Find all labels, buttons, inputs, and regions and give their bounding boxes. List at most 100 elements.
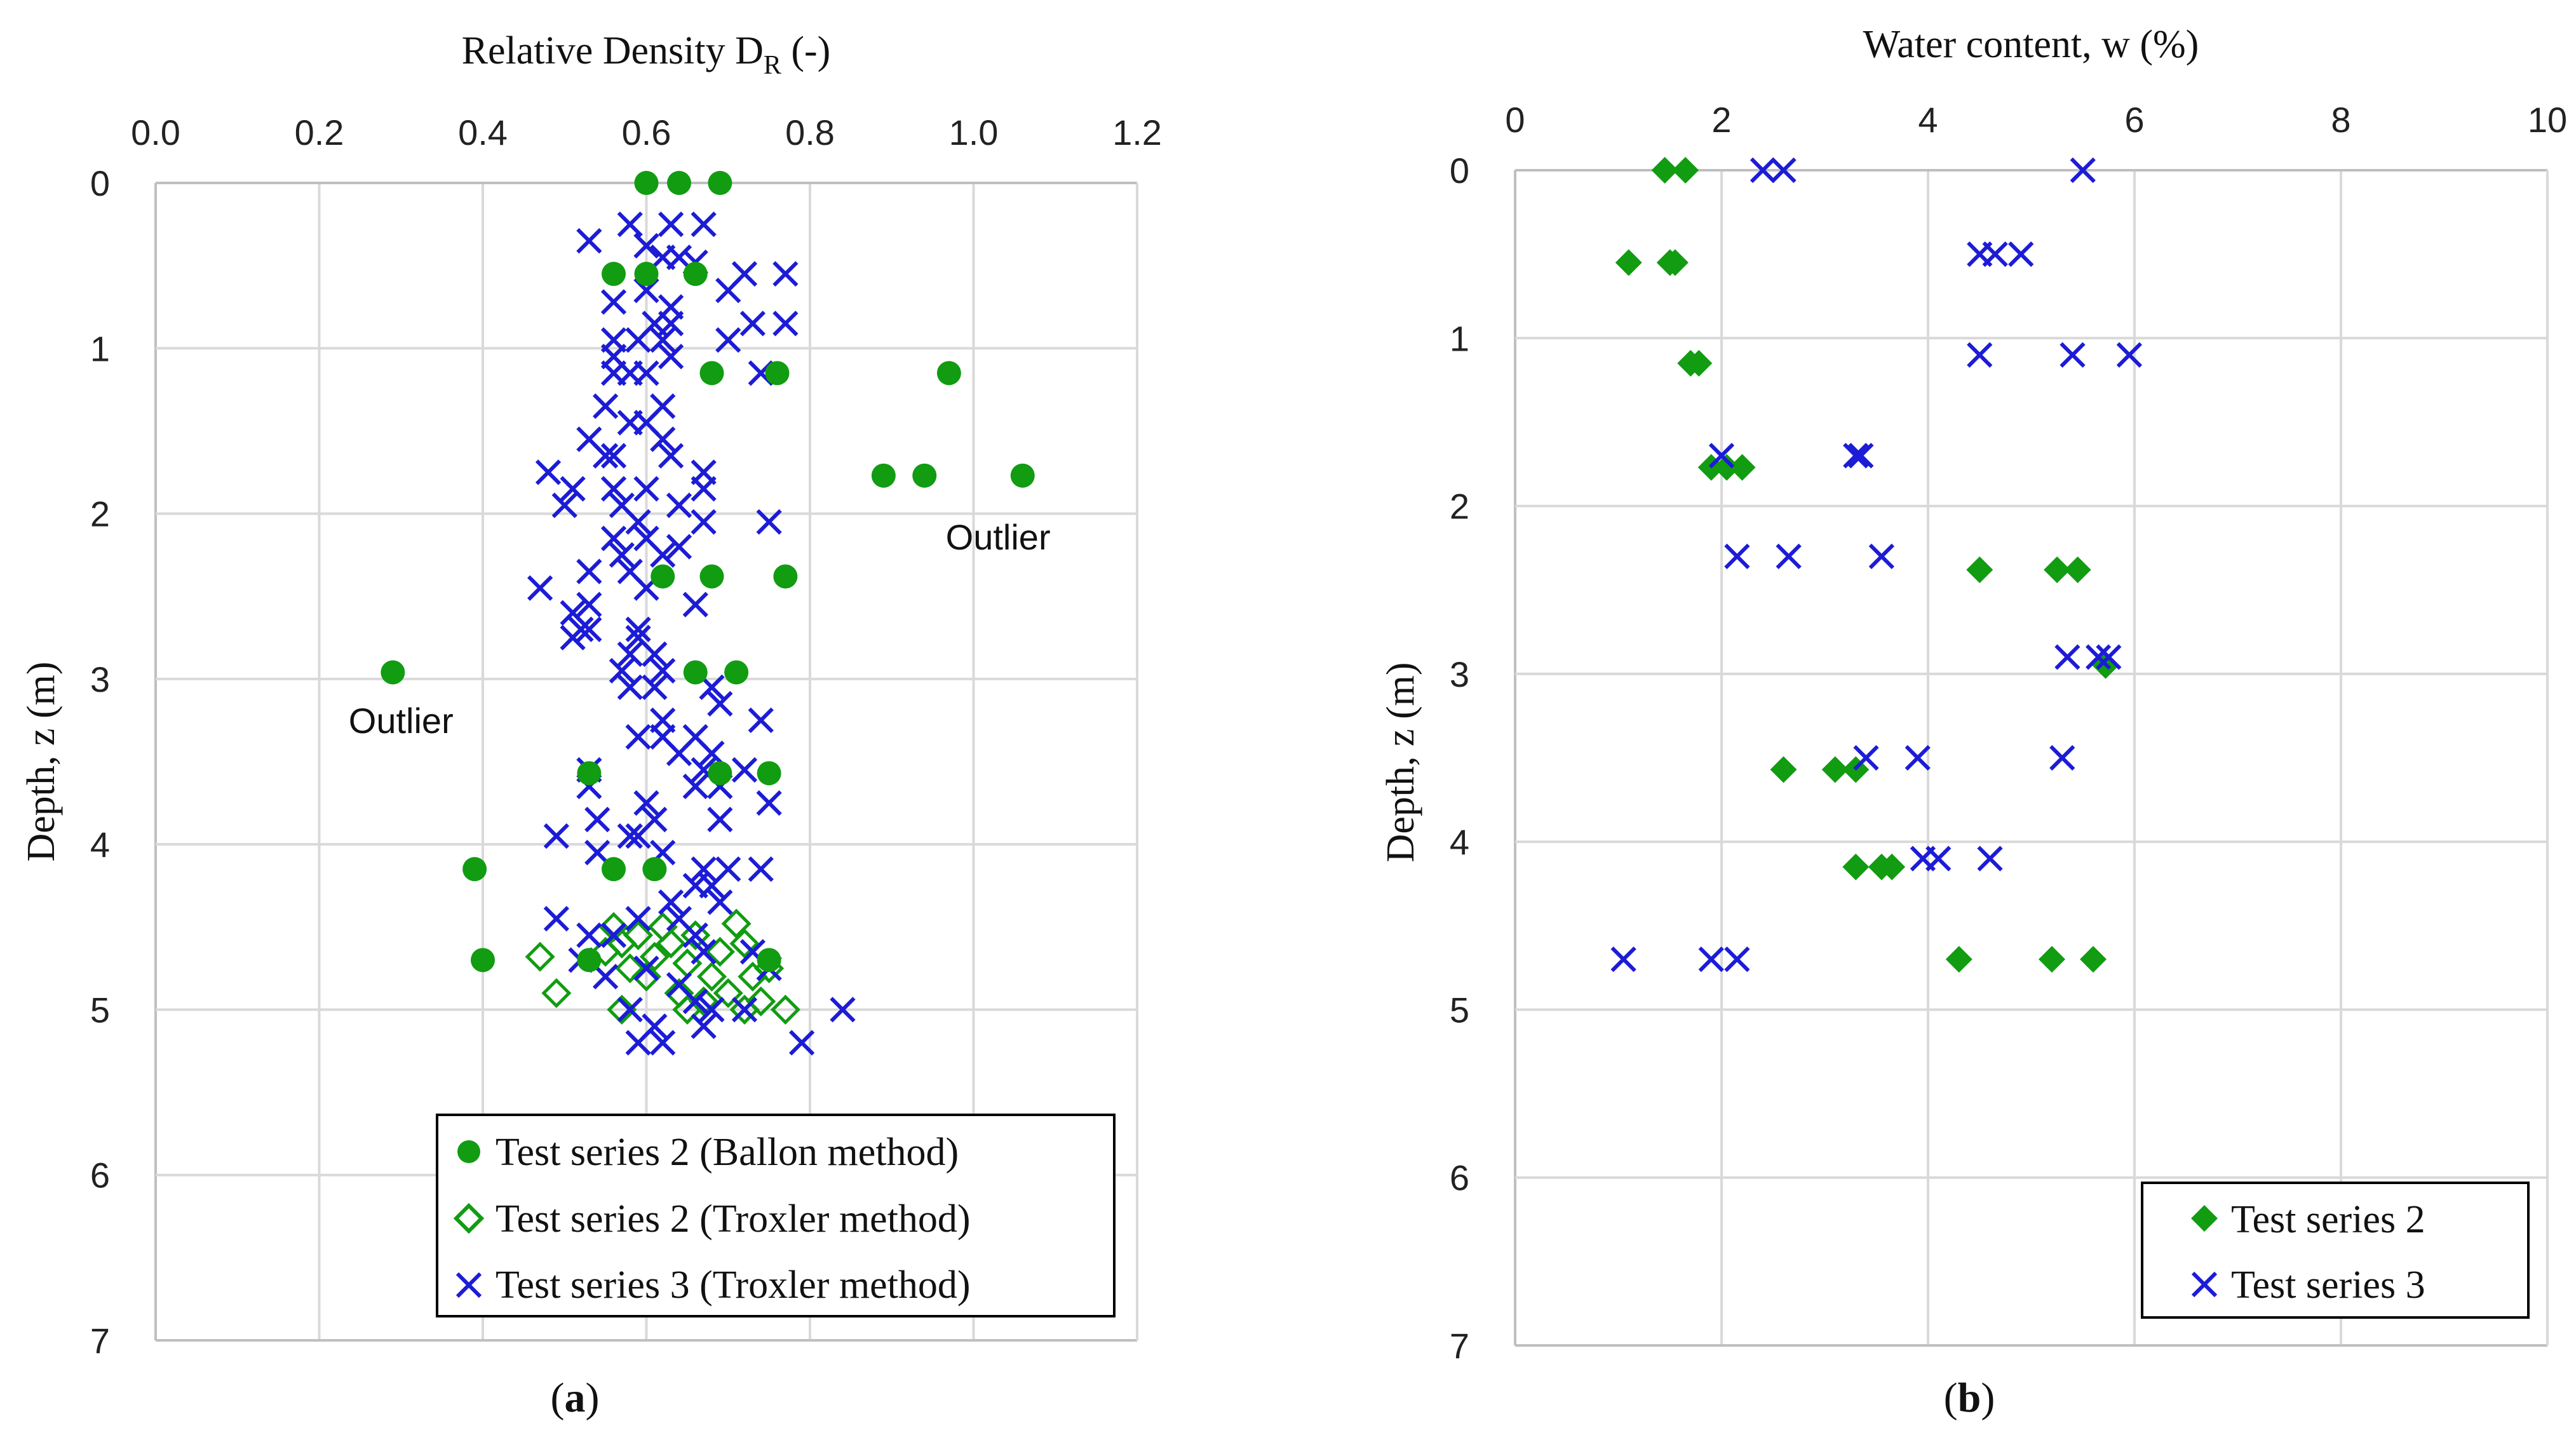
data-point	[691, 211, 717, 238]
panel-a-y-axis-title: Depth, z (m)	[20, 661, 63, 861]
data-point	[2039, 946, 2065, 973]
data-point	[2070, 157, 2096, 184]
data-point	[691, 509, 717, 535]
data-point	[707, 806, 733, 833]
data-point	[699, 873, 725, 899]
data-point	[2064, 556, 2091, 583]
data-point	[642, 641, 668, 667]
x-tick-label: 0.0	[131, 112, 180, 152]
data-point	[666, 492, 692, 518]
data-point	[731, 757, 758, 783]
data-point	[1698, 947, 1724, 973]
data-point	[2008, 241, 2034, 267]
data-point	[1853, 744, 1879, 771]
data-point	[729, 928, 760, 959]
x-tick-label: 0.4	[458, 112, 508, 152]
data-point	[609, 542, 635, 568]
data-point	[2049, 744, 2075, 771]
data-point	[617, 823, 643, 849]
data-point	[708, 761, 732, 786]
data-point	[462, 857, 487, 882]
data-point	[680, 920, 711, 950]
data-point	[773, 564, 798, 589]
data-point	[584, 806, 610, 833]
data-point	[625, 327, 651, 353]
data-point	[731, 997, 758, 1023]
data-point	[696, 961, 727, 992]
data-point	[1945, 946, 1972, 973]
data-point	[1708, 443, 1735, 469]
data-point	[551, 492, 577, 518]
data-point	[2060, 342, 2086, 368]
data-point	[527, 575, 553, 601]
panel-b-label: (b)	[1944, 1375, 1995, 1421]
panel-b-y-tick-labels: 0 1 2 3 4 5 6 7	[1450, 151, 1469, 1366]
panel-a-series-test-series-2-troxler	[525, 908, 800, 1025]
x-tick-label: 1.0	[949, 112, 999, 152]
data-point	[651, 564, 675, 589]
data-point	[617, 641, 643, 667]
data-point	[691, 939, 717, 965]
data-point	[1925, 846, 1952, 872]
data-point	[633, 360, 659, 386]
x-tick-label: 0.6	[622, 112, 671, 152]
data-point	[602, 857, 626, 882]
data-point	[633, 790, 659, 816]
y-tick-label: 7	[90, 1321, 110, 1361]
data-point	[577, 761, 602, 786]
data-point	[707, 889, 733, 915]
data-point	[1685, 349, 1713, 377]
data-point	[650, 327, 676, 353]
data-point	[729, 994, 760, 1025]
data-point	[593, 393, 619, 419]
x-tick-label: 6	[2124, 100, 2144, 140]
data-point	[691, 476, 717, 502]
data-point	[602, 262, 626, 286]
panel-b-gridlines	[1514, 169, 2549, 1347]
data-point	[682, 922, 708, 948]
x-tick-label: 8	[2331, 100, 2350, 140]
panel-a-legend: Test series 2 (Ballon method) Test serie…	[436, 1114, 1116, 1317]
legend-marker-series-2	[2191, 1205, 2218, 1232]
x-tick-label: 4	[1918, 100, 1938, 140]
data-point	[772, 261, 799, 287]
data-point	[656, 928, 686, 959]
data-point	[1982, 241, 2008, 267]
legend-label-series-2: Test series 2	[2231, 1198, 2425, 1241]
data-point	[682, 591, 708, 617]
y-tick-label: 6	[90, 1155, 110, 1196]
data-point	[625, 509, 651, 535]
data-point	[789, 1030, 815, 1056]
panel-b-x-tick-labels: 0 2 4 6 8 10	[1505, 100, 2567, 140]
legend-label-series-3: Test series 3	[2231, 1263, 2425, 1307]
x-tick-label: 0.8	[785, 112, 835, 152]
data-point	[748, 707, 774, 734]
panel-b-y-axis-title: Depth, z (m)	[1379, 662, 1422, 862]
data-point	[625, 724, 651, 750]
data-point	[1713, 454, 1741, 481]
data-point	[713, 978, 743, 1008]
y-tick-label: 2	[1450, 487, 1469, 527]
data-point	[593, 964, 619, 990]
data-point	[765, 361, 790, 386]
data-point	[683, 660, 708, 685]
data-point	[625, 823, 651, 849]
legend-label-troxler-2: Test series 2 (Troxler method)	[496, 1197, 971, 1241]
y-tick-label: 4	[1450, 822, 1469, 862]
legend-marker-ballon	[457, 1140, 480, 1163]
data-point	[600, 525, 627, 551]
data-point	[623, 920, 654, 950]
data-point	[576, 558, 602, 584]
data-point	[1672, 157, 1699, 184]
data-point	[576, 227, 602, 254]
data-point	[541, 978, 572, 1008]
data-point	[658, 211, 684, 238]
data-point	[666, 740, 692, 767]
y-tick-label: 6	[1450, 1158, 1469, 1198]
data-point	[650, 1030, 676, 1056]
data-point	[1750, 157, 1776, 184]
y-tick-label: 4	[90, 825, 110, 865]
data-point	[2116, 342, 2142, 368]
data-point	[471, 948, 495, 973]
